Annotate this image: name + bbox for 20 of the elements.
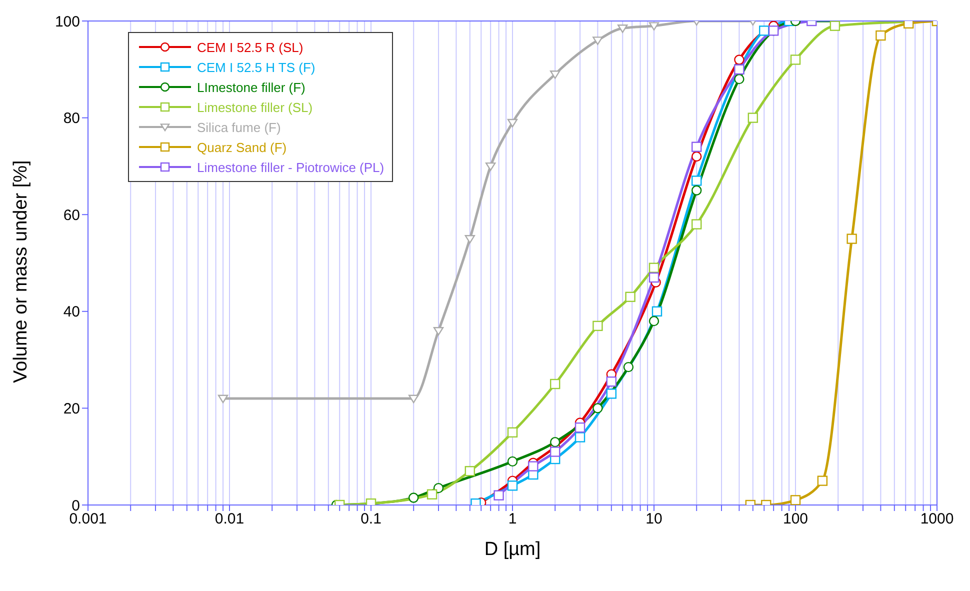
y-tick-label: 60 bbox=[63, 206, 80, 224]
x-tick-label: 10 bbox=[646, 510, 662, 528]
x-tick-label: 1 bbox=[508, 510, 517, 528]
x-tick-label: 1000 bbox=[920, 510, 954, 528]
legend-label: LImestone filler (F) bbox=[197, 80, 306, 94]
legend-label: Limestone filler (SL) bbox=[197, 100, 313, 114]
legend-label: Limestone filler - Piotrowice (PL) bbox=[197, 160, 384, 174]
y-tick-label: 80 bbox=[63, 110, 80, 128]
x-tick-label: 0.1 bbox=[360, 510, 382, 528]
legend-label: Silica fume (F) bbox=[197, 120, 281, 134]
legend-label: Quarz Sand (F) bbox=[197, 140, 287, 154]
y-axis-title: Volume or mass under [%] bbox=[10, 160, 32, 383]
legend-label: CEM I 52.5 R (SL) bbox=[197, 40, 304, 54]
y-tick-label: 40 bbox=[63, 304, 80, 321]
y-tick-label: 20 bbox=[63, 400, 80, 418]
y-tick-label: 100 bbox=[54, 13, 80, 30]
x-axis-title: D [µm] bbox=[484, 539, 541, 560]
x-tick-label: 0.01 bbox=[214, 510, 244, 528]
legend-label: CEM I 52.5 H TS (F) bbox=[197, 60, 316, 74]
x-tick-label: 100 bbox=[782, 510, 808, 528]
